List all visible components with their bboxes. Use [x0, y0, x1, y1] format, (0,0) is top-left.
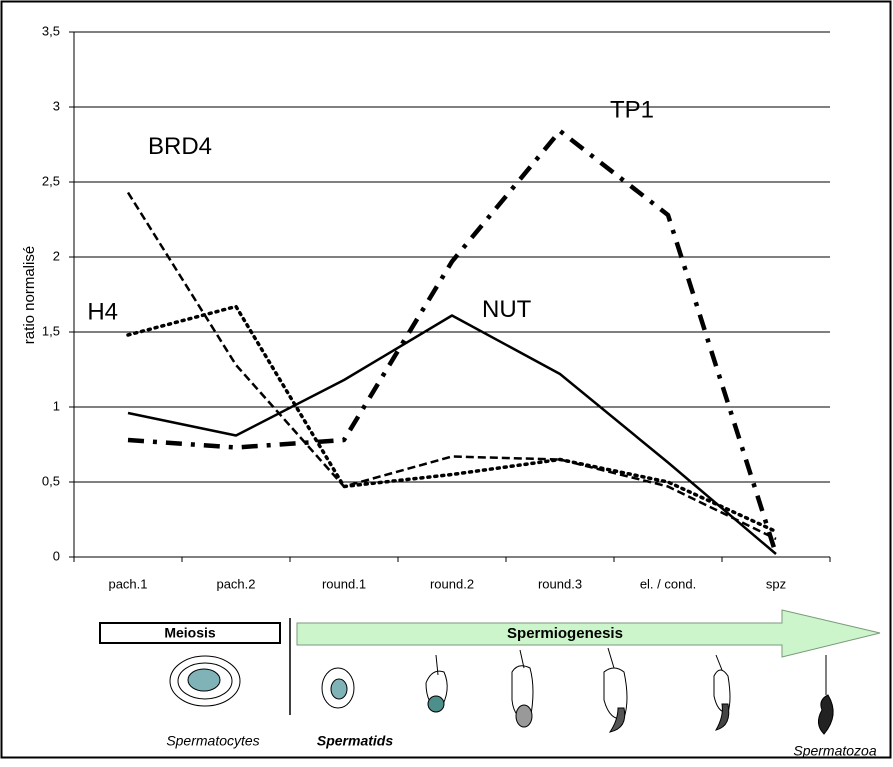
- cell: [603, 647, 628, 720]
- nucleus: [608, 707, 626, 733]
- series-label: NUT: [482, 296, 532, 323]
- cell-type-label: Spermatocytes: [166, 733, 259, 749]
- x-tick-label: pach.1: [108, 576, 147, 591]
- meiosis-box: [99, 622, 281, 644]
- x-tick-label: el. / cond.: [640, 576, 696, 591]
- series-line: [126, 304, 778, 534]
- series-label: TP1: [610, 96, 654, 123]
- nucleus: [714, 703, 730, 731]
- nucleus: [515, 704, 533, 728]
- x-tick-label: round.1: [322, 576, 366, 591]
- plot: 0 0,5 1 1,5 2 2,5 3 3,5 pach.1 pach.2 round.1 round…: [42, 23, 831, 591]
- series-line: [126, 191, 777, 541]
- series-line: [127, 128, 779, 555]
- y-tick-label: 2,5: [42, 173, 60, 188]
- nucleus: [427, 695, 445, 713]
- x-tick-label: round.2: [430, 576, 474, 591]
- y-tick-label: 2: [53, 248, 60, 263]
- y-tick-label: 1: [53, 398, 60, 413]
- x-tick-label: pach.2: [216, 576, 255, 591]
- series-line: [127, 314, 777, 555]
- x-tick-label: spz: [766, 576, 786, 591]
- cell-type-label: Spermatozoa: [793, 743, 876, 759]
- phase-label: Spermiogenesis: [507, 625, 623, 642]
- phase-label: Meiosis: [164, 625, 216, 641]
- series-label: H4: [87, 298, 118, 325]
- series-label: BRD4: [148, 133, 212, 160]
- nucleus: [187, 668, 221, 692]
- y-axis-title: ratio normalisé: [21, 246, 38, 344]
- y-tick-label: 3: [53, 98, 60, 113]
- nucleus: [818, 694, 834, 735]
- cell: [511, 649, 534, 721]
- cell: [713, 654, 731, 713]
- x-tick-label: round.3: [538, 576, 582, 591]
- nucleus: [330, 678, 348, 700]
- y-tick-label: 1,5: [42, 323, 60, 338]
- stage-diagram: Meiosis Spermiogenesis Spermatocytes Spe…: [99, 609, 881, 759]
- cell-type-label: Spermatids: [317, 733, 393, 749]
- spermiogenesis-arrow: [296, 609, 881, 658]
- y-tick-label: 0: [53, 548, 60, 563]
- y-tick-label: 0,5: [42, 473, 60, 488]
- y-tick-label: 3,5: [42, 23, 60, 38]
